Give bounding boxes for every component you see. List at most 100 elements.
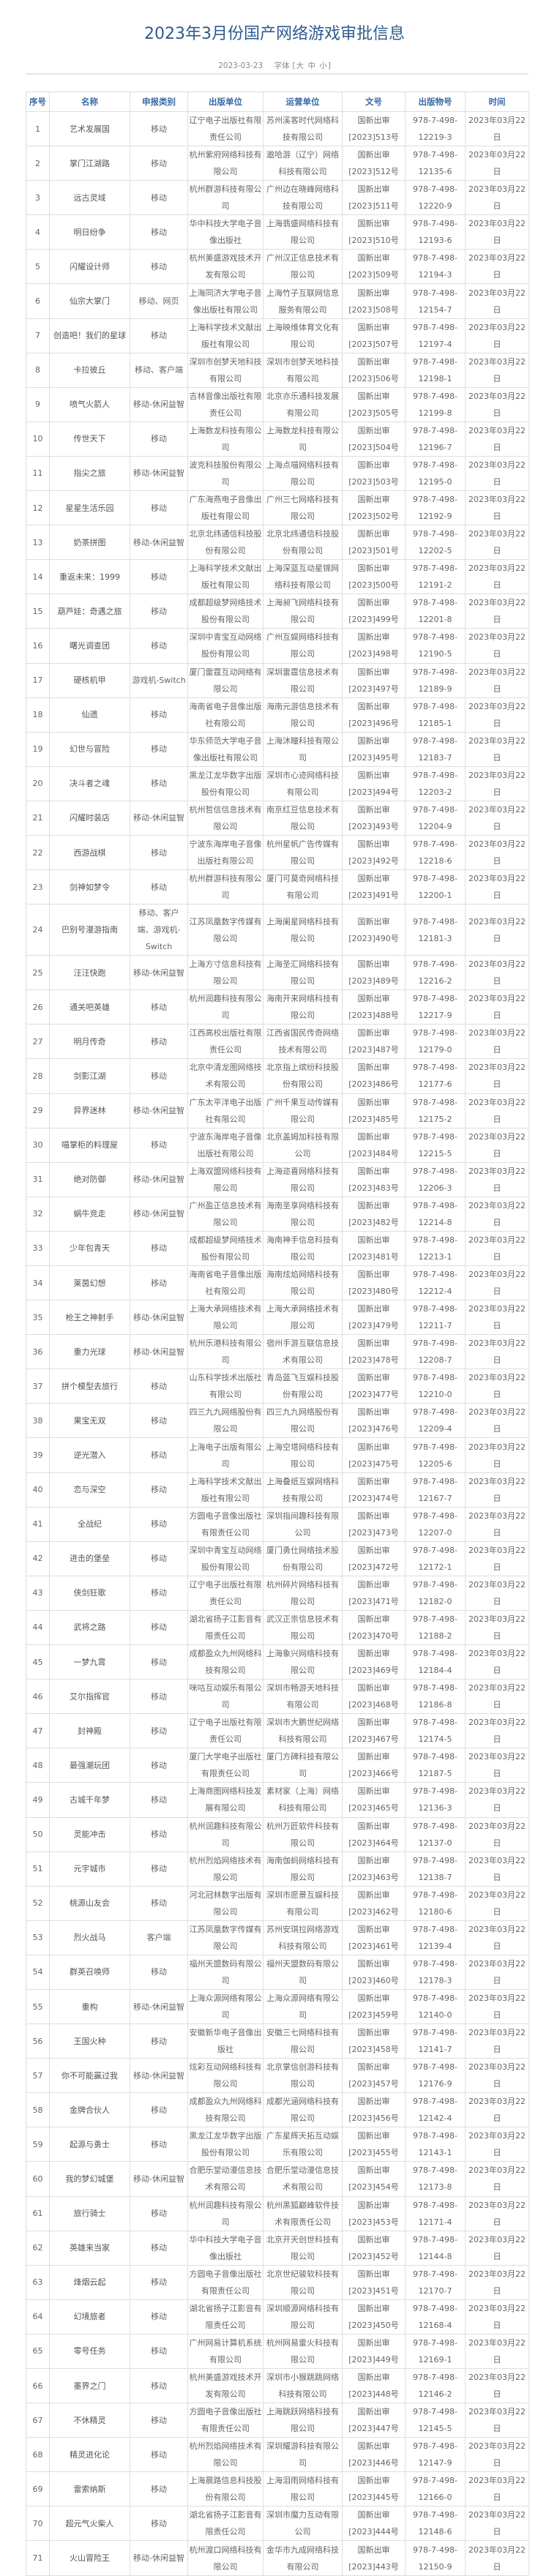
cell-date: 2023年03月22日 <box>465 1368 529 1404</box>
cell-index: 67 <box>26 2403 50 2438</box>
cell-publisher: 上海电子出版有限公司 <box>187 1437 264 1473</box>
font-large-link[interactable]: 大 <box>296 61 305 70</box>
cell-date: 2023年03月22日 <box>465 1748 529 1783</box>
cell-index: 42 <box>26 1540 50 1576</box>
cell-date: 2023年03月22日 <box>465 1437 529 1473</box>
cell-isbn: 978-7-498-12145-5 <box>405 2403 466 2438</box>
cell-approval-no: 国新出审[2023]480号 <box>342 1265 406 1301</box>
cell-date: 2023年03月22日 <box>465 2127 529 2163</box>
cell-publisher: 成都盈众九州网络科技有限公司 <box>187 2092 264 2128</box>
cell-operator: 北京指上缤纷科技股份有限公司 <box>263 1058 343 1094</box>
cell-category: 移动-休闲益智 <box>130 1334 188 1370</box>
cell-approval-no: 国新出审[2023]510号 <box>342 214 406 250</box>
cell-approval-no: 国新出审[2023]507号 <box>342 318 406 353</box>
cell-index: 8 <box>26 352 50 388</box>
cell-publisher: 上海商图网络科技发展有限公司 <box>187 1782 264 1818</box>
cell-name: 决斗者之魂 <box>49 765 130 801</box>
cell-name: 葫芦娃：奇遇之旅 <box>49 594 130 629</box>
cell-operator: 深圳市心迹网络科技有限公司 <box>263 765 343 801</box>
cell-name: 绝对防御 <box>49 1161 130 1197</box>
cell-approval-no: 国新出审[2023]452号 <box>342 2230 406 2266</box>
cell-date: 2023年03月22日 <box>465 386 529 422</box>
cell-name: 少年包青天 <box>49 1230 130 1267</box>
cell-index: 17 <box>26 662 50 698</box>
cell-operator: 北京北纬通信科技股份有限公司 <box>263 525 343 561</box>
cell-index: 34 <box>26 1265 50 1301</box>
cell-name: 进击的堡垒 <box>49 1540 130 1576</box>
cell-operator: 江西省国民传奇网络技术有限公司 <box>263 1024 343 1060</box>
cell-date: 2023年03月22日 <box>465 214 529 250</box>
font-small-link[interactable]: 小 <box>319 61 327 70</box>
cell-name: 巴别号漫游指南 <box>49 904 130 956</box>
cell-isbn: 978-7-498-12142-4 <box>405 2092 466 2128</box>
cell-date: 2023年03月22日 <box>465 1540 529 1576</box>
cell-operator: 宿州手游互联信息技术有限公司 <box>263 1334 343 1370</box>
cell-date: 2023年03月22日 <box>465 490 529 526</box>
cell-publisher: 杭州群游科技有限公司 <box>187 869 264 905</box>
cell-date: 2023年03月22日 <box>465 1300 529 1336</box>
table-row: 51 元宇城市 移动 杭州烈焰网络技术有限公司 海南伽蚂网络科技有限公司 国新出审[202… <box>26 1851 529 1887</box>
cell-category: 移动 <box>130 1851 188 1887</box>
cell-name: 旅行骑士 <box>49 2195 130 2231</box>
cell-name: 剑神如梦令 <box>49 869 130 905</box>
table-row: 63 烽烟云起 移动 方圆电子音像出版社有限责任公司 北京世纪骏软科技有限公司 国新出审[… <box>26 2264 529 2300</box>
cell-publisher: 海南省电子音像出版社有限公司 <box>187 697 264 733</box>
cell-approval-no: 国新出审[2023]481号 <box>342 1230 406 1267</box>
cell-index: 49 <box>26 1782 50 1818</box>
cell-index: 18 <box>26 697 50 733</box>
cell-publisher: 杭州烈焰网络技术有限公司 <box>187 1851 264 1887</box>
cell-name: 拼个模型去旅行 <box>49 1368 130 1404</box>
cell-approval-no: 国新出审[2023]506号 <box>342 352 406 388</box>
cell-isbn: 978-7-498-12135-6 <box>405 146 466 181</box>
table-row: 2 掌门江湖路 移动 杭州紫府网络科技有限公司 遨哈游（辽宁）网络科技有限公司 国新出审[… <box>26 146 529 181</box>
table-row: 39 逆光潜入 移动 上海电子出版有限公司 上海空塔网络科技有限公司 国新出审[2023]… <box>26 1437 529 1473</box>
cell-approval-no: 国新出审[2023]453号 <box>342 2195 406 2231</box>
cell-index: 38 <box>26 1403 50 1439</box>
cell-index: 9 <box>26 386 50 422</box>
table-row: 22 西游战棋 移动 宁波东海岸电子音像出版社有限公司 杭州星帆广告传媒有限公司 国新出审… <box>26 834 529 871</box>
cell-name: 起源与勇士 <box>49 2127 130 2163</box>
cell-approval-no: 国新出审[2023]493号 <box>342 800 406 836</box>
cell-publisher: 湖北省扬子江影音有限责任公司 <box>187 2299 264 2334</box>
cell-operator: 上海象兴网络科技有限公司 <box>263 1644 343 1680</box>
cell-isbn: 978-7-498-12193-6 <box>405 214 466 250</box>
cell-publisher: 方圆电子音像出版社有限责任公司 <box>187 1506 264 1542</box>
cell-date: 2023年03月22日 <box>465 989 529 1025</box>
cell-date: 2023年03月22日 <box>465 2437 529 2473</box>
cell-date: 2023年03月22日 <box>465 2264 529 2300</box>
table-row: 21 闪耀时装店 移动-休闲益智 杭州哲信信息技术有限公司 南京红豆信息技术有限公司 国新… <box>26 800 529 836</box>
cell-date: 2023年03月22日 <box>465 731 529 767</box>
page-title: 2023年3月份国产网络游戏审批信息 <box>144 25 405 43</box>
cell-isbn: 978-7-498-12179-0 <box>405 1024 466 1060</box>
table-row: 25 汪汪快跑 移动-休闲益智 上海方寸信息科技有限公司 上海圣汇网络科技有限公司 国新出… <box>26 955 529 991</box>
cell-approval-no: 国新出审[2023]447号 <box>342 2403 406 2438</box>
cell-name: 重构 <box>49 1988 130 2025</box>
table-row: 54 群英召唤师 移动 福州天盟数码有限公司 福州天盟数码有限公司 国新出审[2023]4… <box>26 1954 529 1990</box>
cell-name: 奶茶拼图 <box>49 525 130 561</box>
cell-isbn: 978-7-498-12154-7 <box>405 283 466 319</box>
cell-date: 2023年03月22日 <box>465 1851 529 1887</box>
cell-operator: 素材家（上海）网络科技有限公司 <box>263 1782 343 1818</box>
cell-publisher: 杭州哲信信息技术有限公司 <box>187 800 264 836</box>
cell-operator: 苏州安琪拉网络游戏科技有限公司 <box>263 1920 343 1955</box>
cell-index: 24 <box>26 904 50 956</box>
cell-approval-no: 国新出审[2023]445号 <box>342 2471 406 2507</box>
cell-isbn: 978-7-498-12168-4 <box>405 2299 466 2334</box>
cell-publisher: 杭州润趣科技有限公司 <box>187 2195 264 2231</box>
cell-operator: 深圳市创梦天地科技有限公司 <box>263 352 343 388</box>
cell-publisher: 宁波东海岸电子音像出版社有限公司 <box>187 1127 264 1163</box>
cell-category: 移动 <box>130 989 188 1025</box>
cell-publisher: 华东师范大学电子音像出版社有限公司 <box>187 731 264 767</box>
cell-operator: 深圳市魔力互动有限公司 <box>263 2506 343 2542</box>
table-row: 65 零号任务 移动 广州网易计算机系统有限公司 杭州网易雷火科技有限公司 国新出审[20… <box>26 2333 529 2370</box>
cell-index: 44 <box>26 1609 50 1646</box>
cell-operator: 杭州网易雷火科技有限公司 <box>263 2333 343 2370</box>
cell-operator: 杭州碎片网络科技有限公司 <box>263 1575 343 1611</box>
cell-index: 3 <box>26 180 50 216</box>
cell-isbn: 978-7-498-12166-0 <box>405 2471 466 2507</box>
cell-name: 莱茵幻想 <box>49 1265 130 1301</box>
cell-index: 26 <box>26 989 50 1025</box>
cell-operator: 海南开来网络科技有限公司 <box>263 989 343 1025</box>
font-medium-link[interactable]: 中 <box>307 61 315 70</box>
cell-approval-no: 国新出审[2023]454号 <box>342 2161 406 2197</box>
